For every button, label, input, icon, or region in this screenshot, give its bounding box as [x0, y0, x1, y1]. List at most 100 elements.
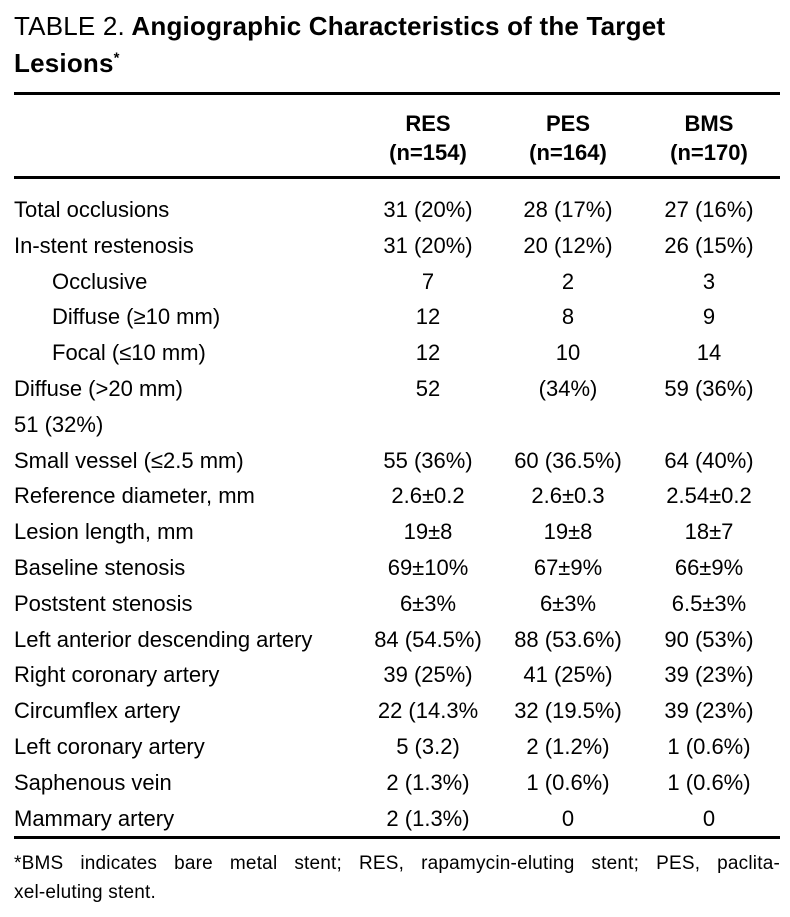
table-row-occlusive: Occlusive 7 2 3: [14, 264, 780, 300]
cell-pes: 32 (19.5%): [514, 698, 622, 724]
cell-bms: 1 (0.6%): [667, 733, 751, 759]
cell-res: 19±8: [403, 519, 453, 545]
cell-pes: 28 (17%): [523, 197, 613, 222]
cell-bms: 2.54±0.2: [666, 483, 752, 509]
cell-res: 2 (1.3%): [386, 769, 470, 795]
row-label: Saphenous vein: [14, 769, 172, 795]
cell-bms: 26 (15%): [664, 232, 754, 258]
cell-res: 55 (36%): [383, 447, 473, 473]
cell-bms: 14: [696, 340, 722, 366]
cell-res: [358, 407, 498, 443]
cell-bms: 6.5±3%: [671, 590, 747, 616]
cell-pes: 1 (0.6%): [526, 769, 610, 795]
row-label: Lesion length, mm: [14, 519, 194, 545]
column-name-res: RES: [405, 111, 451, 136]
cell-res: 12: [415, 340, 441, 366]
cell-res: 22 (14.3%: [377, 698, 479, 724]
cell-res: 69±10%: [387, 554, 469, 580]
cell-pes: 8: [561, 304, 575, 330]
footnote-marker: *: [113, 49, 120, 67]
cell-bms: 27 (16%): [664, 197, 754, 222]
cell-pes: 67±9%: [533, 554, 603, 580]
row-label: In-stent restenosis: [14, 232, 194, 258]
row-label: Left anterior descending artery: [14, 626, 313, 652]
column-header-res: RES (n=154): [358, 109, 498, 167]
row-label: Focal (≤10 mm): [52, 340, 206, 366]
table-footnote: *BMS indicates bare metal stent; RES, ra…: [14, 849, 780, 907]
table-row-poststent-stenosis: Poststent stenosis 6±3% 6±3% 6.5±3%: [14, 586, 780, 622]
table-title: TABLE 2. Angiographic Characteristics of…: [14, 8, 780, 82]
cell-res: 2 (1.3%): [386, 805, 470, 831]
cell-bms: 39 (23%): [664, 698, 754, 724]
cell-pes: 2.6±0.3: [531, 483, 605, 509]
table-title-text-cont: Lesions: [14, 48, 114, 78]
cell-res: 84 (54.5%): [374, 626, 482, 652]
cell-pes: 2: [561, 268, 575, 294]
row-label: Right coronary artery: [14, 662, 220, 688]
header-spacer: [14, 109, 358, 167]
bottom-rule: [14, 836, 780, 840]
table-body: Total occlusions 31 (20%) 28 (17%) 27 (1…: [14, 179, 780, 836]
row-label: Baseline stenosis: [14, 554, 186, 580]
cell-res: 52: [415, 375, 441, 401]
table-row-focal-le10: Focal (≤10 mm) 12 10 14: [14, 335, 780, 371]
cell-res: 5 (3.2): [396, 733, 460, 759]
row-label: Diffuse (≥10 mm): [52, 304, 221, 330]
column-header-bms: BMS (n=170): [638, 109, 780, 167]
cell-pes: [498, 407, 638, 443]
table-title-text: Angiographic Characteristics of the Targ…: [131, 11, 666, 41]
table-row-lad-artery: Left anterior descending artery 84 (54.5…: [14, 622, 780, 658]
table-row-lesion-length: Lesion length, mm 19±8 19±8 18±7: [14, 514, 780, 550]
cell-bms: 3: [702, 268, 716, 294]
row-label: Total occlusions: [14, 197, 170, 222]
cell-pes: 19±8: [543, 519, 593, 545]
cell-pes: 10: [555, 340, 581, 366]
cell-bms: 66±9%: [674, 554, 744, 580]
cell-pes: 60 (36.5%): [514, 447, 622, 473]
table-header-row: RES (n=154) PES (n=164) BMS (n=170): [14, 95, 780, 176]
column-name-bms: BMS: [684, 111, 734, 136]
cell-pes: 0: [561, 805, 575, 831]
cell-res: 12: [415, 304, 441, 330]
cell-pes: 6±3%: [539, 590, 597, 616]
column-n-res: (n=154): [389, 140, 467, 165]
row-label: Mammary artery: [14, 805, 175, 831]
table-row-small-vessel: Small vessel (≤2.5 mm) 55 (36%) 60 (36.5…: [14, 443, 780, 479]
row-label: Occlusive: [52, 268, 148, 294]
table-row-total-occlusions: Total occlusions 31 (20%) 28 (17%) 27 (1…: [14, 192, 780, 228]
table-row-overflow-51-32: 51 (32%): [14, 407, 780, 443]
row-label: Reference diameter, mm: [14, 483, 255, 509]
cell-pes: 20 (12%): [523, 232, 613, 258]
table-row-mammary-artery: Mammary artery 2 (1.3%) 0 0: [14, 801, 780, 837]
table-row-circumflex: Circumflex artery 22 (14.3% 32 (19.5%) 3…: [14, 693, 780, 729]
table-row-reference-diameter: Reference diameter, mm 2.6±0.2 2.6±0.3 2…: [14, 478, 780, 514]
table-row-diffuse-ge10: Diffuse (≥10 mm) 12 8 9: [14, 299, 780, 335]
cell-pes: 2 (1.2%): [526, 733, 610, 759]
cell-bms: 90 (53%): [664, 626, 754, 652]
cell-res: 39 (25%): [383, 662, 473, 688]
header-rule: [14, 176, 780, 179]
table-row-right-coronary: Right coronary artery 39 (25%) 41 (25%) …: [14, 657, 780, 693]
table-title-line1: TABLE 2. Angiographic Characteristics of…: [14, 8, 780, 45]
cell-bms: 9: [702, 304, 716, 330]
row-label: 51 (32%): [14, 411, 104, 437]
table-row-left-coronary: Left coronary artery 5 (3.2) 2 (1.2%) 1 …: [14, 729, 780, 765]
cell-res: 7: [421, 268, 435, 294]
footnote-line1: *BMS indicates bare metal stent; RES, ra…: [14, 853, 780, 875]
column-n-pes: (n=164): [529, 140, 607, 165]
row-label: Left coronary artery: [14, 733, 205, 759]
table-number: TABLE 2.: [14, 11, 125, 41]
cell-bms: 64 (40%): [664, 447, 754, 473]
cell-bms: 18±7: [684, 519, 734, 545]
row-label: Small vessel (≤2.5 mm): [14, 447, 244, 473]
cell-pes: (34%): [538, 375, 598, 401]
cell-pes: 88 (53.6%): [514, 626, 622, 652]
table-row-saphenous-vein: Saphenous vein 2 (1.3%) 1 (0.6%) 1 (0.6%…: [14, 765, 780, 801]
row-label: Poststent stenosis: [14, 590, 193, 616]
cell-res: 6±3%: [399, 590, 457, 616]
row-label: Circumflex artery: [14, 698, 181, 724]
table-row-baseline-stenosis: Baseline stenosis 69±10% 67±9% 66±9%: [14, 550, 780, 586]
cell-res: 31 (20%): [383, 197, 473, 222]
column-header-pes: PES (n=164): [498, 109, 638, 167]
